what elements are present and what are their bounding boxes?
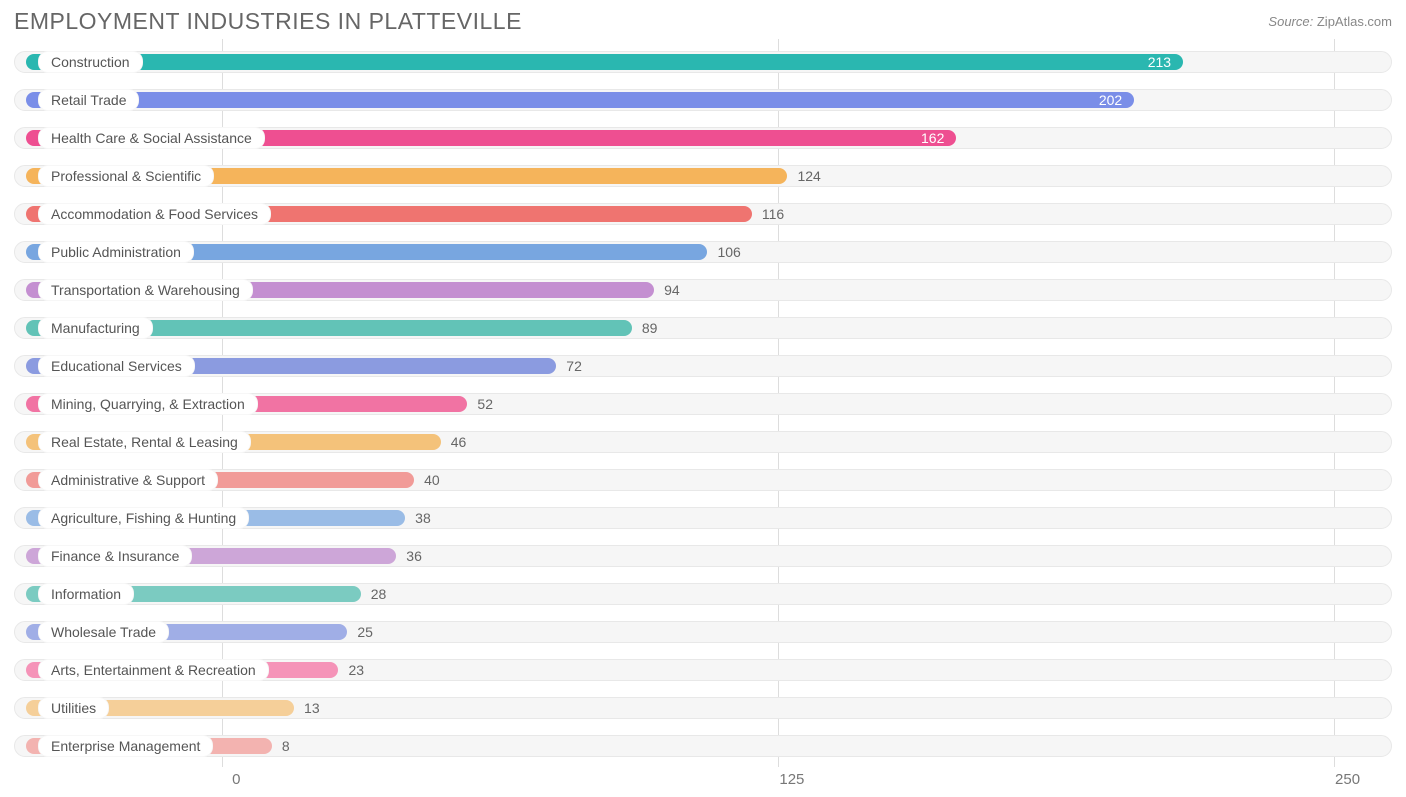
bar-row: Real Estate, Rental & Leasing 46 (14, 425, 1392, 459)
bar-value: 106 (717, 244, 740, 260)
bar-row: Educational Services 72 (14, 349, 1392, 383)
bar-label: Construction (38, 51, 143, 73)
bar-row: Wholesale Trade 25 (14, 615, 1392, 649)
source-value: ZipAtlas.com (1317, 14, 1392, 29)
source-credit: Source: ZipAtlas.com (1268, 14, 1392, 29)
bar-label: Arts, Entertainment & Recreation (38, 659, 269, 681)
bar-value: 124 (797, 168, 820, 184)
bar-row: Retail Trade 202 (14, 83, 1392, 117)
bar-label: Public Administration (38, 241, 194, 263)
bar-label: Information (38, 583, 134, 605)
chart-plot: Construction 213 Retail Trade 202 Health Car… (0, 39, 1406, 797)
bar-row: Manufacturing 89 (14, 311, 1392, 345)
bar-fill (26, 54, 1183, 70)
bar-value: 40 (424, 472, 440, 488)
bar-row: Utilities 13 (14, 691, 1392, 725)
bar-label: Administrative & Support (38, 469, 218, 491)
bar-label: Real Estate, Rental & Leasing (38, 431, 251, 453)
bar-value: 8 (282, 738, 290, 754)
bar-label: Health Care & Social Assistance (38, 127, 265, 149)
bar-value: 116 (762, 206, 784, 222)
bar-value: 89 (642, 320, 658, 336)
bar-value: 72 (566, 358, 582, 374)
bar-label: Wholesale Trade (38, 621, 169, 643)
bar-row: Finance & Insurance 36 (14, 539, 1392, 573)
bar-row: Accommodation & Food Services 116 (14, 197, 1392, 231)
bar-row: Mining, Quarrying, & Extraction 52 (14, 387, 1392, 421)
bar-row: Enterprise Management 8 (14, 729, 1392, 763)
bar-value: 38 (415, 510, 431, 526)
bar-value: 36 (406, 548, 422, 564)
bar-row: Administrative & Support 40 (14, 463, 1392, 497)
bar-label: Enterprise Management (38, 735, 213, 757)
bar-row: Agriculture, Fishing & Hunting 38 (14, 501, 1392, 535)
bar-value: 25 (357, 624, 373, 640)
bar-row: Health Care & Social Assistance 162 (14, 121, 1392, 155)
bar-value: 94 (664, 282, 680, 298)
bar-label: Retail Trade (38, 89, 139, 111)
bar-label: Accommodation & Food Services (38, 203, 271, 225)
bar-label: Educational Services (38, 355, 195, 377)
bar-value: 213 (1148, 54, 1171, 70)
bar-row: Construction 213 (14, 45, 1392, 79)
bar-label: Finance & Insurance (38, 545, 192, 567)
bar-label: Professional & Scientific (38, 165, 214, 187)
bar-row: Arts, Entertainment & Recreation 23 (14, 653, 1392, 687)
axis-tick: 0 (232, 771, 240, 788)
bar-fill (26, 92, 1134, 108)
bar-value: 13 (304, 700, 320, 716)
x-axis: 0 125 250 (14, 767, 1392, 797)
bar-label: Utilities (38, 697, 109, 719)
bar-label: Agriculture, Fishing & Hunting (38, 507, 249, 529)
axis-tick: 125 (779, 771, 804, 788)
bar-value: 52 (477, 396, 493, 412)
bar-value: 28 (371, 586, 387, 602)
chart-title: EMPLOYMENT INDUSTRIES IN PLATTEVILLE (14, 8, 522, 35)
bar-row: Transportation & Warehousing 94 (14, 273, 1392, 307)
chart-header: EMPLOYMENT INDUSTRIES IN PLATTEVILLE Sou… (0, 0, 1406, 39)
bar-value: 46 (451, 434, 467, 450)
bar-row: Public Administration 106 (14, 235, 1392, 269)
bar-label: Manufacturing (38, 317, 153, 339)
source-label: Source: (1268, 14, 1313, 29)
bar-label: Transportation & Warehousing (38, 279, 253, 301)
bar-value: 202 (1099, 92, 1122, 108)
bar-value: 23 (348, 662, 364, 678)
bar-value: 162 (921, 130, 944, 146)
bar-container: Construction 213 Retail Trade 202 Health Car… (14, 45, 1392, 763)
bar-row: Professional & Scientific 124 (14, 159, 1392, 193)
bar-label: Mining, Quarrying, & Extraction (38, 393, 258, 415)
axis-tick: 250 (1335, 771, 1360, 788)
bar-row: Information 28 (14, 577, 1392, 611)
